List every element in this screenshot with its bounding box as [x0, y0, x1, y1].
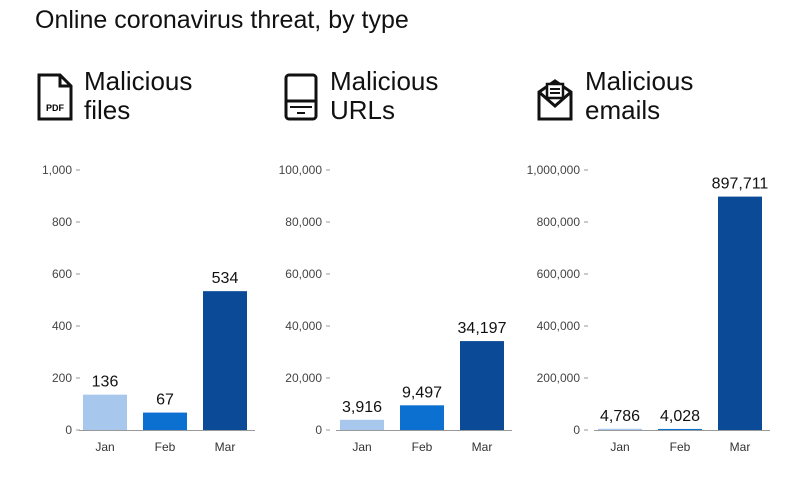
x-tick-label: Mar	[730, 440, 751, 454]
data-label: 3,916	[342, 399, 382, 416]
y-tick-label: 0	[65, 423, 72, 437]
y-tick-label: 80,000	[285, 215, 322, 229]
y-tick-label: 1,000,000	[527, 163, 581, 177]
pdf-file-icon: PDF	[37, 73, 73, 121]
laptop-icon	[284, 73, 318, 121]
x-tick-label: Feb	[412, 440, 433, 454]
x-tick-label: Mar	[215, 440, 236, 454]
y-tick-label: 800,000	[537, 215, 581, 229]
bar-feb	[400, 405, 444, 430]
y-tick-label: 800	[52, 215, 72, 229]
data-label: 67	[156, 392, 174, 409]
y-tick-label: 600	[52, 267, 72, 281]
x-tick-label: Jan	[352, 440, 371, 454]
y-tick-label: 200	[52, 371, 72, 385]
envelope-icon	[537, 79, 573, 121]
y-tick-label: 0	[315, 423, 322, 437]
y-tick-label: 200,000	[537, 371, 581, 385]
x-tick-label: Feb	[155, 440, 176, 454]
panel-header-urls: Malicious URLs	[330, 66, 439, 125]
svg-text:PDF: PDF	[46, 103, 65, 113]
y-tick-label: 0	[573, 423, 580, 437]
x-tick-label: Feb	[670, 440, 691, 454]
panel-header-files: Malicious files	[84, 66, 193, 125]
y-tick-label: 60,000	[285, 267, 322, 281]
chart-title: Online coronavirus threat, by type	[35, 6, 409, 34]
data-label: 34,197	[458, 320, 507, 337]
data-label: 4,786	[600, 408, 640, 425]
y-tick-label: 20,000	[285, 371, 322, 385]
data-label: 9,497	[402, 384, 442, 401]
x-tick-label: Jan	[610, 440, 629, 454]
x-tick-label: Jan	[95, 440, 114, 454]
bar-mar	[203, 291, 247, 430]
bar-mar	[718, 196, 762, 430]
y-tick-label: 600,000	[537, 267, 581, 281]
y-tick-label: 400,000	[537, 319, 581, 333]
bar-feb	[143, 412, 187, 430]
bar-mar	[460, 341, 504, 430]
bar-jan	[83, 394, 127, 430]
data-label: 136	[92, 374, 119, 391]
x-tick-label: Mar	[472, 440, 493, 454]
bar-feb	[658, 428, 702, 430]
bar-jan	[340, 419, 384, 430]
data-label: 4,028	[660, 408, 700, 425]
panel-header-emails: Malicious emails	[585, 66, 694, 125]
y-tick-label: 100,000	[279, 163, 323, 177]
bar-jan	[598, 428, 642, 430]
y-tick-label: 1,000	[42, 163, 72, 177]
data-label: 897,711	[712, 176, 769, 193]
data-label: 534	[212, 270, 239, 287]
y-tick-label: 400	[52, 319, 72, 333]
y-tick-label: 40,000	[285, 319, 322, 333]
